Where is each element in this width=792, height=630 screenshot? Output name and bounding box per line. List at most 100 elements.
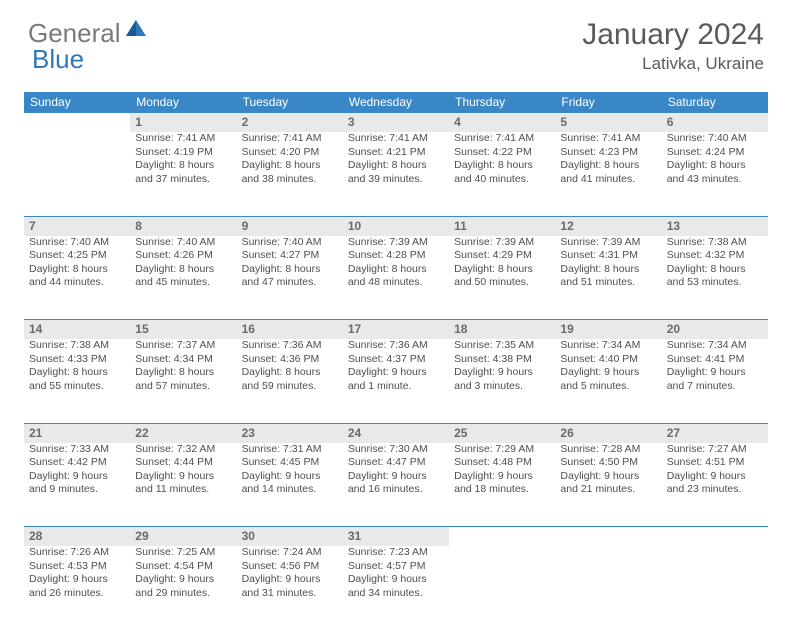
day-line: and 7 minutes. [667, 380, 764, 393]
day-line: Sunrise: 7:31 AM [242, 443, 339, 456]
day-number: 7 [24, 216, 130, 236]
day-content-row: Sunrise: 7:33 AMSunset: 4:42 PMDaylight:… [24, 443, 768, 527]
day-line: Daylight: 8 hours [242, 263, 339, 276]
day-line: Daylight: 8 hours [348, 263, 445, 276]
day-line: Sunrise: 7:40 AM [667, 132, 764, 145]
weekday-monday: Monday [130, 92, 236, 113]
day-cell: Sunrise: 7:41 AMSunset: 4:21 PMDaylight:… [343, 132, 449, 216]
day-line: Sunset: 4:20 PM [242, 146, 339, 159]
day-line: and 14 minutes. [242, 483, 339, 496]
day-number: 27 [662, 423, 768, 443]
day-cell-lines: Sunrise: 7:41 AMSunset: 4:22 PMDaylight:… [454, 132, 551, 186]
day-line: Daylight: 8 hours [454, 159, 551, 172]
day-cell: Sunrise: 7:39 AMSunset: 4:28 PMDaylight:… [343, 236, 449, 320]
day-cell-lines: Sunrise: 7:41 AMSunset: 4:19 PMDaylight:… [135, 132, 232, 186]
day-line: Daylight: 8 hours [454, 263, 551, 276]
day-line: Sunset: 4:23 PM [560, 146, 657, 159]
day-cell-lines: Sunrise: 7:40 AMSunset: 4:24 PMDaylight:… [667, 132, 764, 186]
day-line: Sunrise: 7:37 AM [135, 339, 232, 352]
day-number: 31 [343, 527, 449, 547]
day-line: Daylight: 9 hours [29, 573, 126, 586]
day-number: 25 [449, 423, 555, 443]
day-cell-lines: Sunrise: 7:35 AMSunset: 4:38 PMDaylight:… [454, 339, 551, 393]
day-cell: Sunrise: 7:26 AMSunset: 4:53 PMDaylight:… [24, 546, 130, 630]
day-line: Sunrise: 7:36 AM [348, 339, 445, 352]
day-line: Sunrise: 7:40 AM [29, 236, 126, 249]
daynum-row: 21222324252627 [24, 423, 768, 443]
day-cell-lines: Sunrise: 7:39 AMSunset: 4:31 PMDaylight:… [560, 236, 657, 290]
day-cell: Sunrise: 7:28 AMSunset: 4:50 PMDaylight:… [555, 443, 661, 527]
day-cell-lines: Sunrise: 7:41 AMSunset: 4:21 PMDaylight:… [348, 132, 445, 186]
day-number: 28 [24, 527, 130, 547]
day-cell: Sunrise: 7:34 AMSunset: 4:41 PMDaylight:… [662, 339, 768, 423]
day-cell: Sunrise: 7:24 AMSunset: 4:56 PMDaylight:… [237, 546, 343, 630]
day-cell: Sunrise: 7:36 AMSunset: 4:36 PMDaylight:… [237, 339, 343, 423]
day-line: Sunrise: 7:36 AM [242, 339, 339, 352]
weekday-header-row: Sunday Monday Tuesday Wednesday Thursday… [24, 92, 768, 113]
day-line: Sunrise: 7:38 AM [29, 339, 126, 352]
day-number: 9 [237, 216, 343, 236]
day-line: Sunrise: 7:29 AM [454, 443, 551, 456]
day-line: Sunset: 4:54 PM [135, 560, 232, 573]
day-cell-lines: Sunrise: 7:41 AMSunset: 4:20 PMDaylight:… [242, 132, 339, 186]
day-line: Daylight: 8 hours [135, 263, 232, 276]
day-number: 12 [555, 216, 661, 236]
day-number: 17 [343, 320, 449, 340]
day-line: and 41 minutes. [560, 173, 657, 186]
day-cell: Sunrise: 7:23 AMSunset: 4:57 PMDaylight:… [343, 546, 449, 630]
day-cell: Sunrise: 7:41 AMSunset: 4:22 PMDaylight:… [449, 132, 555, 216]
day-line: Sunrise: 7:23 AM [348, 546, 445, 559]
day-line: Sunset: 4:47 PM [348, 456, 445, 469]
weekday-sunday: Sunday [24, 92, 130, 113]
day-cell-lines: Sunrise: 7:23 AMSunset: 4:57 PMDaylight:… [348, 546, 445, 600]
weekday-tuesday: Tuesday [237, 92, 343, 113]
day-line: and 55 minutes. [29, 380, 126, 393]
day-line: and 23 minutes. [667, 483, 764, 496]
day-number: 30 [237, 527, 343, 547]
day-line: and 11 minutes. [135, 483, 232, 496]
day-cell-lines: Sunrise: 7:25 AMSunset: 4:54 PMDaylight:… [135, 546, 232, 600]
day-line: Sunset: 4:50 PM [560, 456, 657, 469]
day-number: 6 [662, 113, 768, 133]
day-cell: Sunrise: 7:40 AMSunset: 4:26 PMDaylight:… [130, 236, 236, 320]
day-line: and 38 minutes. [242, 173, 339, 186]
day-line: Daylight: 9 hours [560, 366, 657, 379]
day-line: and 29 minutes. [135, 587, 232, 600]
day-cell: Sunrise: 7:39 AMSunset: 4:29 PMDaylight:… [449, 236, 555, 320]
day-line: Sunset: 4:25 PM [29, 249, 126, 262]
day-line: and 53 minutes. [667, 276, 764, 289]
day-cell: Sunrise: 7:41 AMSunset: 4:23 PMDaylight:… [555, 132, 661, 216]
day-line: Daylight: 9 hours [242, 573, 339, 586]
day-number: 10 [343, 216, 449, 236]
day-line: and 37 minutes. [135, 173, 232, 186]
day-number: 4 [449, 113, 555, 133]
day-line: Sunrise: 7:39 AM [560, 236, 657, 249]
day-cell: Sunrise: 7:35 AMSunset: 4:38 PMDaylight:… [449, 339, 555, 423]
day-cell: Sunrise: 7:29 AMSunset: 4:48 PMDaylight:… [449, 443, 555, 527]
day-line: Sunrise: 7:41 AM [560, 132, 657, 145]
day-line: Sunset: 4:24 PM [667, 146, 764, 159]
day-cell-lines: Sunrise: 7:33 AMSunset: 4:42 PMDaylight:… [29, 443, 126, 497]
daynum-row: 14151617181920 [24, 320, 768, 340]
day-line: Daylight: 8 hours [242, 159, 339, 172]
day-cell: Sunrise: 7:40 AMSunset: 4:27 PMDaylight:… [237, 236, 343, 320]
weekday-saturday: Saturday [662, 92, 768, 113]
daynum-row: 123456 [24, 113, 768, 133]
day-line: Sunrise: 7:28 AM [560, 443, 657, 456]
day-cell: Sunrise: 7:25 AMSunset: 4:54 PMDaylight:… [130, 546, 236, 630]
day-line: Sunset: 4:31 PM [560, 249, 657, 262]
day-cell-lines: Sunrise: 7:27 AMSunset: 4:51 PMDaylight:… [667, 443, 764, 497]
day-line: Sunset: 4:26 PM [135, 249, 232, 262]
day-line: Sunrise: 7:40 AM [135, 236, 232, 249]
day-line: Daylight: 9 hours [454, 470, 551, 483]
day-line: Sunset: 4:22 PM [454, 146, 551, 159]
day-cell-lines: Sunrise: 7:26 AMSunset: 4:53 PMDaylight:… [29, 546, 126, 600]
day-line: Daylight: 9 hours [560, 470, 657, 483]
day-line: and 47 minutes. [242, 276, 339, 289]
day-line: Daylight: 8 hours [29, 366, 126, 379]
header: General January 2024 Lativka, Ukraine [0, 0, 792, 82]
day-cell-lines: Sunrise: 7:28 AMSunset: 4:50 PMDaylight:… [560, 443, 657, 497]
day-cell-lines: Sunrise: 7:39 AMSunset: 4:28 PMDaylight:… [348, 236, 445, 290]
day-number [662, 527, 768, 547]
day-line: Sunrise: 7:33 AM [29, 443, 126, 456]
